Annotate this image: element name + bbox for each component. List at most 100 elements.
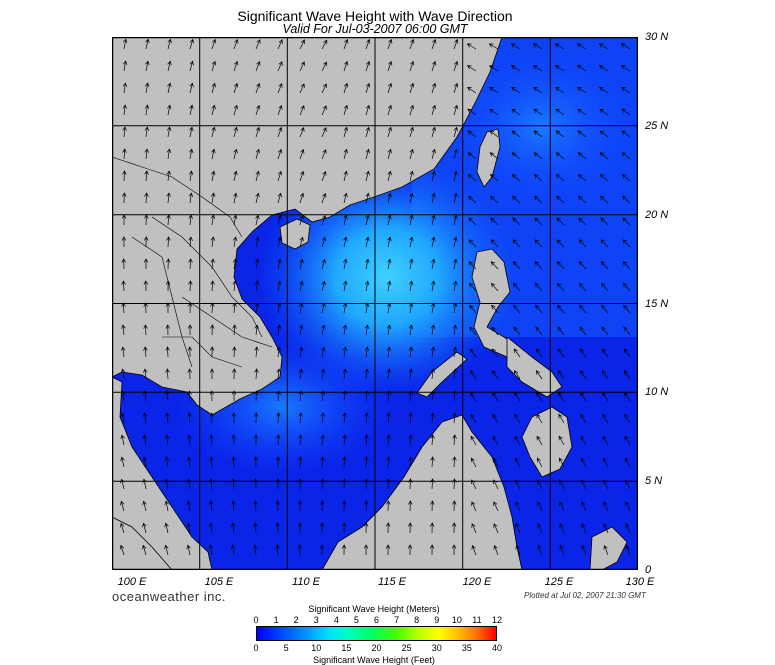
wave-arrow bbox=[208, 522, 214, 534]
wave-arrow bbox=[342, 456, 347, 468]
wave-arrow bbox=[120, 500, 125, 512]
wave-arrow bbox=[429, 544, 435, 556]
wave-arrow bbox=[409, 148, 414, 160]
wave-arrow bbox=[298, 346, 304, 358]
wave-arrow bbox=[510, 43, 521, 50]
wave-arrow bbox=[144, 170, 149, 182]
wave-arrow bbox=[253, 500, 258, 512]
wave-arrow bbox=[623, 326, 631, 336]
wave-arrow bbox=[468, 195, 477, 204]
wave-arrow bbox=[555, 173, 565, 182]
wave-arrow bbox=[187, 412, 192, 424]
wave-arrow bbox=[622, 282, 631, 292]
wave-arrow bbox=[453, 192, 458, 204]
wave-arrow bbox=[364, 324, 370, 336]
wave-arrow bbox=[142, 544, 147, 556]
lon-label-125e: 125 E bbox=[544, 576, 574, 588]
wave-arrow bbox=[232, 280, 237, 292]
wave-arrow bbox=[578, 239, 587, 248]
wave-arrow bbox=[365, 126, 370, 138]
wave-arrow bbox=[576, 65, 587, 72]
wave-arrow bbox=[164, 456, 170, 468]
wave-arrow bbox=[491, 370, 499, 380]
colorbar-meters-tick: 8 bbox=[414, 615, 420, 625]
wave-arrow bbox=[603, 501, 609, 512]
wave-arrow bbox=[166, 170, 172, 182]
wave-arrow bbox=[408, 302, 414, 314]
wave-arrow bbox=[167, 104, 172, 116]
wave-arrow bbox=[468, 217, 477, 226]
wave-arrow bbox=[123, 38, 128, 50]
wave-arrow bbox=[625, 544, 631, 556]
wave-arrow bbox=[533, 108, 543, 116]
wave-arrow bbox=[515, 501, 521, 512]
wave-arrow bbox=[624, 435, 631, 446]
wave-arrow bbox=[559, 544, 565, 556]
wave-arrow bbox=[489, 86, 499, 94]
wave-arrow bbox=[277, 192, 282, 204]
colorbar bbox=[256, 626, 497, 641]
wave-arrow bbox=[536, 457, 543, 468]
wave-arrow bbox=[277, 61, 283, 72]
wave-arrow bbox=[122, 170, 127, 182]
wave-arrow bbox=[231, 478, 236, 490]
wave-arrow bbox=[165, 280, 171, 292]
wave-arrow bbox=[555, 130, 565, 138]
wave-arrow bbox=[386, 412, 391, 424]
wave-arrow bbox=[493, 523, 499, 534]
lat-label-10n: 10 N bbox=[645, 386, 669, 398]
wave-arrow bbox=[364, 346, 370, 358]
wave-arrow bbox=[431, 214, 436, 226]
wave-arrow bbox=[625, 479, 631, 490]
wave-arrow bbox=[230, 544, 236, 556]
wave-arrow bbox=[211, 148, 216, 160]
wave-arrow bbox=[453, 280, 458, 292]
wave-arrow bbox=[409, 236, 414, 248]
country-borders bbox=[112, 156, 273, 368]
wave-arrow bbox=[621, 173, 631, 182]
wave-arrow bbox=[555, 108, 565, 116]
plotted-timestamp: Plotted at Jul 02, 2007 21:30 GMT bbox=[524, 591, 646, 600]
wave-arrow bbox=[558, 457, 565, 468]
wave-arrow bbox=[408, 390, 413, 402]
wave-arrow bbox=[515, 544, 521, 556]
map-frame bbox=[112, 37, 638, 570]
wave-arrow bbox=[387, 236, 392, 248]
wave-arrow bbox=[121, 258, 126, 270]
wave-arrow bbox=[277, 83, 283, 94]
wave-arrow bbox=[577, 108, 587, 116]
wave-arrow bbox=[320, 390, 326, 402]
wave-arrow bbox=[537, 479, 543, 490]
wave-arrow bbox=[492, 391, 499, 402]
wave-arrow bbox=[431, 192, 436, 204]
wave-arrow bbox=[210, 236, 216, 248]
wave-arrow bbox=[254, 280, 260, 292]
wave-arrow bbox=[408, 478, 413, 490]
wave-arrow bbox=[143, 302, 148, 314]
wave-arrow bbox=[469, 304, 477, 314]
wave-arrow bbox=[514, 457, 521, 468]
wave-arrow bbox=[119, 544, 125, 556]
wave-arrow bbox=[144, 104, 150, 116]
wave-arrow bbox=[557, 326, 565, 336]
wave-arrow bbox=[255, 170, 260, 182]
wave-arrow bbox=[142, 412, 148, 424]
wave-arrow bbox=[120, 390, 126, 402]
wave-arrow bbox=[299, 214, 305, 226]
wave-arrow bbox=[365, 280, 370, 292]
wave-arrow bbox=[602, 391, 609, 402]
wave-arrow bbox=[488, 65, 499, 72]
wave-arrow bbox=[189, 104, 194, 116]
wave-arrow bbox=[233, 82, 239, 94]
wave-arrow bbox=[603, 544, 609, 556]
wave-arrow bbox=[536, 413, 543, 424]
wave-arrow bbox=[321, 280, 326, 292]
wave-arrow bbox=[409, 214, 414, 226]
wave-arrow bbox=[120, 368, 126, 380]
wave-arrow bbox=[387, 258, 392, 270]
wave-arrow bbox=[579, 348, 587, 358]
colorbar-feet-tick: 0 bbox=[253, 643, 259, 653]
wave-arrow bbox=[578, 217, 587, 226]
wave-arrow bbox=[341, 544, 347, 556]
wave-arrow bbox=[386, 456, 391, 468]
